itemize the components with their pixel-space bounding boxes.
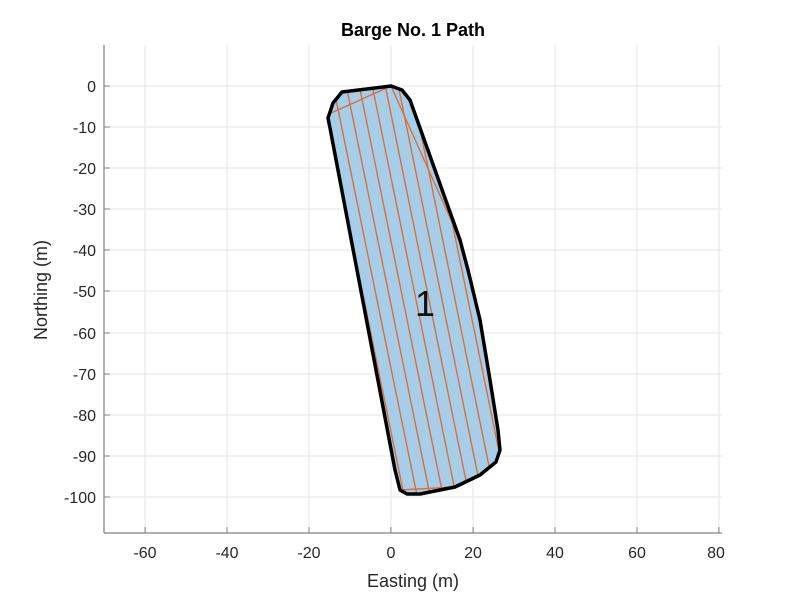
y-tick-label: -50 bbox=[73, 284, 96, 301]
y-tick-label: -20 bbox=[73, 161, 96, 178]
y-tick-label: -100 bbox=[64, 490, 96, 507]
y-axis-label: Northing (m) bbox=[31, 240, 51, 340]
x-tick-label: 60 bbox=[628, 545, 646, 562]
y-tick-label: -10 bbox=[73, 120, 96, 137]
x-tick-label: 20 bbox=[464, 545, 482, 562]
y-tick-label: -70 bbox=[73, 367, 96, 384]
x-tick-label: 40 bbox=[546, 545, 564, 562]
y-tick-label: -40 bbox=[73, 243, 96, 260]
tick-marks bbox=[104, 85, 720, 533]
y-tick-labels: 0 -10 -20 -30 -40 -50 -60 -70 -80 -90 -1… bbox=[64, 79, 96, 507]
chart-title: Barge No. 1 Path bbox=[341, 20, 485, 40]
x-tick-label: 0 bbox=[387, 545, 396, 562]
y-tick-label: -60 bbox=[73, 326, 96, 343]
y-tick-label: -80 bbox=[73, 408, 96, 425]
axes bbox=[103, 45, 722, 534]
x-tick-label: -20 bbox=[297, 545, 320, 562]
x-tick-label: -60 bbox=[133, 545, 156, 562]
coverage-area-outline bbox=[326, 84, 502, 496]
x-tick-labels: -60 -40 -20 0 20 40 60 80 bbox=[133, 545, 725, 562]
y-tick-label: 0 bbox=[87, 79, 96, 96]
y-tick-label: -90 bbox=[73, 449, 96, 466]
x-tick-label: -40 bbox=[215, 545, 238, 562]
region-label: 1 bbox=[415, 283, 435, 324]
x-axis-label: Easting (m) bbox=[367, 571, 459, 591]
x-tick-label: 80 bbox=[707, 545, 725, 562]
y-tick-label: -30 bbox=[73, 202, 96, 219]
